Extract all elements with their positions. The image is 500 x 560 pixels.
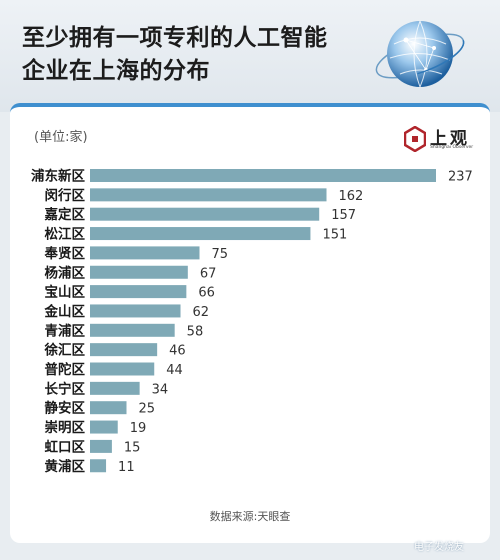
header: 至少拥有一项专利的人工智能 企业在上海的分布 xyxy=(0,0,500,112)
chart-card xyxy=(10,103,490,543)
title-line-2: 企业在上海的分布 xyxy=(22,58,210,84)
unit-label: (单位:家) xyxy=(34,130,88,145)
footer-strip xyxy=(0,543,500,560)
page-title: 至少拥有一项专利的人工智能 企业在上海的分布 xyxy=(22,22,352,88)
logo-subtext: Shanghai Observer xyxy=(430,145,474,150)
globe-icon xyxy=(375,20,465,88)
logo-text: 上观 xyxy=(430,129,470,149)
logo: 上观 Shanghai Observer xyxy=(404,124,484,156)
logo-mark-icon xyxy=(404,126,426,152)
watermark: 电子发烧友 xyxy=(414,542,464,553)
title-line-1: 至少拥有一项专利的人工智能 xyxy=(22,25,328,51)
data-source: 数据来源:天眼查 xyxy=(209,510,291,523)
